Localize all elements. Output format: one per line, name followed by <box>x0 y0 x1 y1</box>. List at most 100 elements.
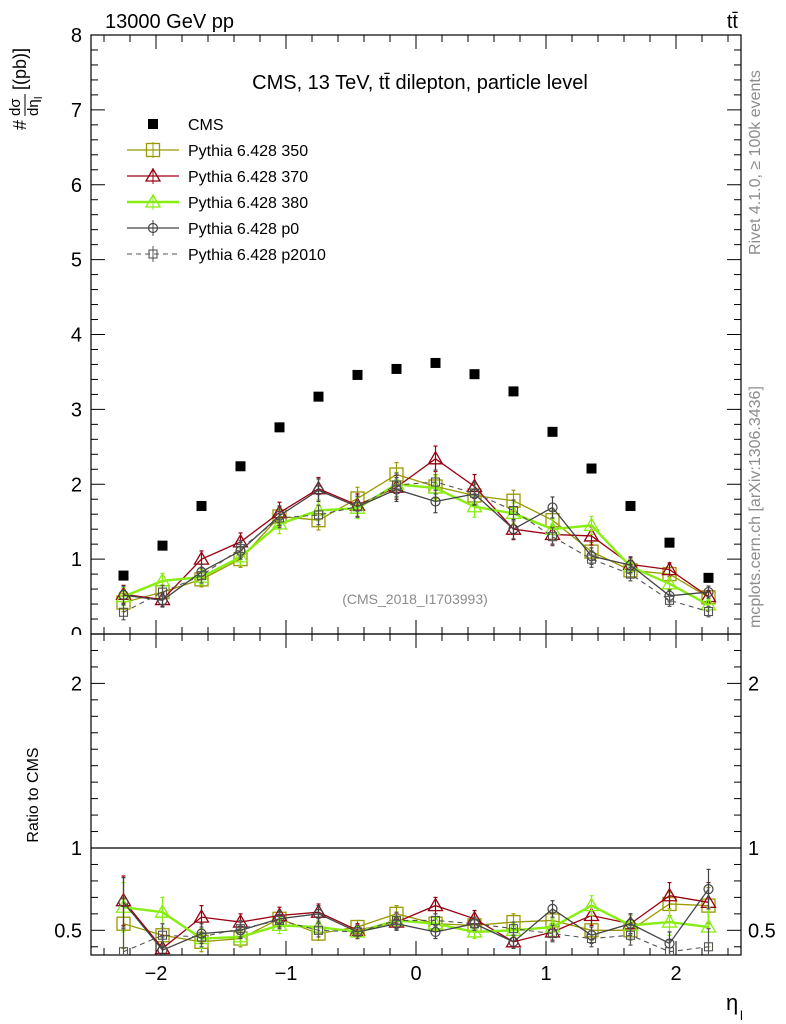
ratio-point-p2010 <box>313 925 324 935</box>
ratio-point-p2010 <box>196 932 207 942</box>
ratio-y-tick-label-right: 1 <box>748 838 759 860</box>
series-line-p380 <box>123 483 710 606</box>
x-axis-label: η <box>726 990 738 1015</box>
point-p2010 <box>352 502 363 512</box>
series-line-p370 <box>123 457 709 601</box>
point-p2010 <box>313 510 324 520</box>
legend-label: Pythia 6.428 p2010 <box>188 247 326 264</box>
legend-label: Pythia 6.428 350 <box>188 143 308 160</box>
main-ylabel-num: dσ <box>7 98 24 116</box>
point-p380 <box>583 517 600 532</box>
point-p2010 <box>430 477 441 487</box>
main-ylabel-hash: # <box>10 120 30 130</box>
ratio-axes: 0.5 0.5 1 1 2 2 <box>54 649 776 948</box>
point-p2010 <box>703 606 714 617</box>
x-axis: −2 −1 0 1 2 <box>103 35 729 985</box>
cms-data-point <box>664 537 675 548</box>
ratio-series-layer <box>115 868 717 955</box>
point-p2010 <box>196 571 207 581</box>
cms-data-point <box>235 461 246 472</box>
point-p2010 <box>508 505 519 516</box>
ratio-point-p2010 <box>547 929 558 939</box>
legend: CMS Pythia 6.428 350 Pythia 6.428 370 Pythi… <box>127 117 326 264</box>
cms-data-point <box>352 369 363 380</box>
ratio-y-tick-label-right: 0.5 <box>748 920 776 942</box>
main-y-tick-label: 7 <box>71 100 82 122</box>
series-line-p350 <box>123 473 709 604</box>
point-p2010 <box>157 587 168 597</box>
ratio-line-p2010 <box>123 919 709 953</box>
ratio-point-p380 <box>154 903 171 918</box>
ratio-y-tick-label: 1 <box>71 838 82 860</box>
cms-data-point <box>157 540 168 551</box>
main-y-tick-label: 1 <box>71 549 82 571</box>
ratio-line-p0 <box>122 888 710 951</box>
ratio-point-p0 <box>703 884 714 895</box>
legend-item-p2010: Pythia 6.428 p2010 <box>127 246 326 264</box>
main-y-tick-label: 5 <box>71 250 82 272</box>
side-text-bottom: mcplots.cern.ch [arXiv:1306.3436] <box>747 386 764 628</box>
ratio-point-p380 <box>583 897 600 912</box>
ratio-point-p370 <box>193 908 210 923</box>
ratio-line-p370 <box>122 895 709 950</box>
ratio-y-tick-label: 2 <box>71 673 82 695</box>
ratio-point-p370 <box>661 887 678 902</box>
point-p380 <box>271 515 288 530</box>
legend-label: Pythia 6.428 370 <box>188 169 308 186</box>
ratio-point-p2010 <box>118 947 129 955</box>
cms-data-point <box>586 463 597 474</box>
point-p2010 <box>469 488 480 498</box>
point-p0 <box>313 485 324 496</box>
cms-data-point <box>118 570 129 581</box>
main-axes: 012345678 <box>60 25 741 647</box>
point-p2010 <box>586 554 597 564</box>
x-tick-label: 0 <box>410 963 421 985</box>
x-axis-label-sub: l <box>740 1008 743 1023</box>
main-ylabel-den: dη <box>25 99 42 116</box>
ratio-line-p380 <box>123 904 709 940</box>
point-p380 <box>661 575 678 590</box>
ratio-point-p2010 <box>274 915 285 925</box>
point-p2010 <box>118 607 129 617</box>
point-p370 <box>583 527 600 542</box>
ratio-point-p2010 <box>391 915 402 925</box>
legend-marker <box>145 142 161 158</box>
main-series-layer <box>115 357 717 621</box>
ratio-y-tick-label-right: 2 <box>748 673 759 695</box>
ratio-panel-frame <box>90 633 742 956</box>
point-p0 <box>508 524 519 535</box>
main-y-tick-label: 2 <box>71 474 82 496</box>
cms-data-point <box>469 369 480 380</box>
legend-marker <box>144 167 162 182</box>
cms-data-point <box>703 572 714 583</box>
ratio-point-p370 <box>583 907 600 922</box>
point-p370 <box>427 450 444 465</box>
header-left: 13000 GeV pp <box>105 11 234 33</box>
ratio-point-p380 <box>661 913 678 928</box>
point-p0 <box>118 589 129 601</box>
cms-data-point <box>274 422 285 433</box>
legend-item-p350: Pythia 6.428 350 <box>127 142 308 160</box>
ratio-point-p0 <box>508 936 519 947</box>
legend-marker <box>144 193 162 208</box>
point-p2010 <box>235 544 246 554</box>
ratio-point-p2010 <box>469 919 480 929</box>
header-right: tt̄ <box>727 11 739 33</box>
ratio-point-p2010 <box>352 927 363 937</box>
cms-data-point <box>547 426 558 437</box>
ratio-point-p0 <box>313 908 324 919</box>
ratio-line-p350 <box>123 903 709 943</box>
legend-marker <box>148 249 158 259</box>
series-line-p0 <box>123 488 709 601</box>
main-ylabel-unit: [(pb)] <box>10 48 30 90</box>
point-p2010 <box>664 595 675 605</box>
main-y-tick-label: 8 <box>71 25 82 47</box>
ratio-point-p370 <box>427 897 444 912</box>
cms-data-point <box>625 500 636 511</box>
main-ylabel: # dσ dη l [(pb)] <box>7 48 45 130</box>
ratio-point-p2010 <box>157 930 168 940</box>
analysis-id: (CMS_2018_I1703993) <box>342 591 488 607</box>
ratio-point-p2010 <box>430 915 441 925</box>
legend-item-p380: Pythia 6.428 380 <box>127 193 308 212</box>
